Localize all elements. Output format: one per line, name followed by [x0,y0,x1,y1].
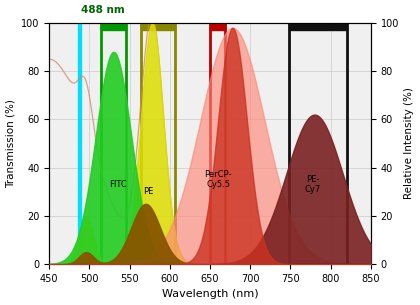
X-axis label: Wavelength (nm): Wavelength (nm) [162,289,258,300]
Bar [102,23,126,264]
Bar [141,23,175,264]
Bar [210,23,225,264]
Text: PE-
Cy7: PE- Cy7 [305,175,321,194]
Text: PerCP-
Cy5.5: PerCP- Cy5.5 [204,170,232,189]
Y-axis label: Relative Intensity (%): Relative Intensity (%) [404,88,415,199]
Bar [289,23,346,264]
Text: 488 nm: 488 nm [81,5,125,15]
Text: PE: PE [143,187,153,196]
Y-axis label: Transmission (%): Transmission (%) [5,99,16,188]
Text: FITC: FITC [109,180,126,189]
